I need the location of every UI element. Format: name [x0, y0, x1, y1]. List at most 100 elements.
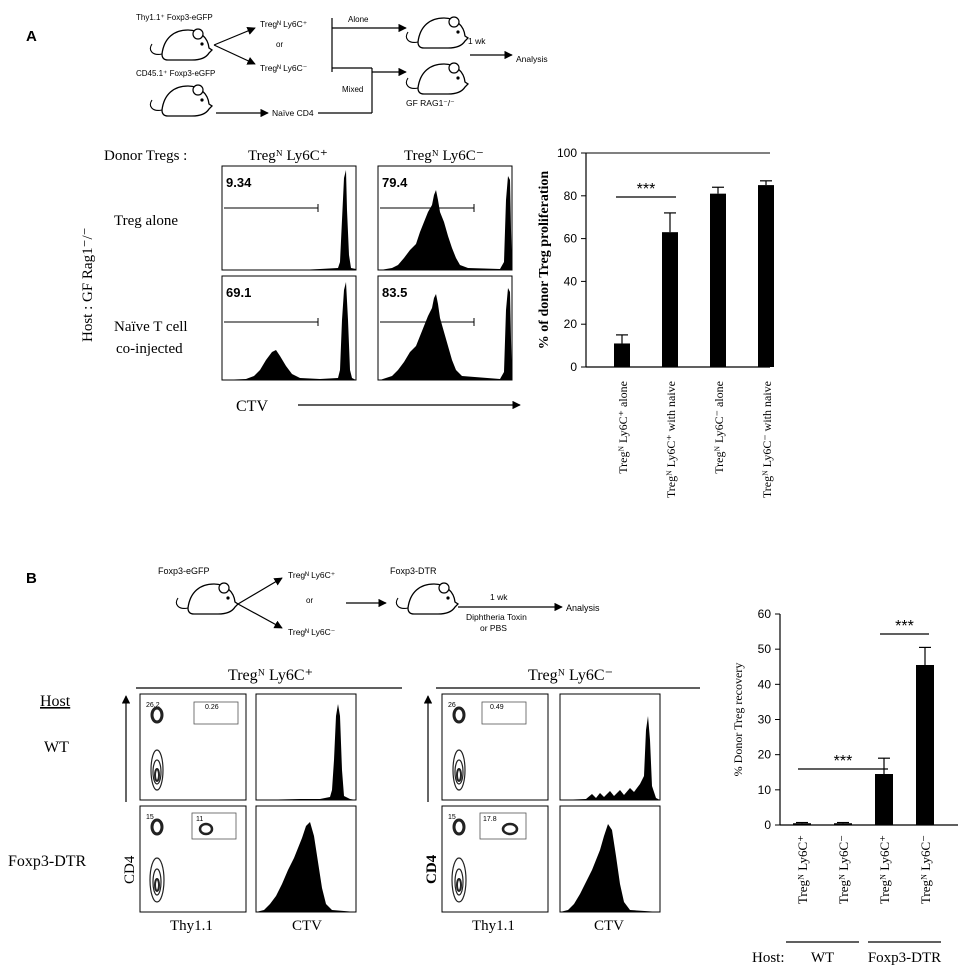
or-label: or — [276, 40, 283, 49]
chart2-ytick-label-2: 20 — [758, 748, 772, 762]
chart2-bar-2 — [875, 774, 893, 825]
b-group2-header: Tregᴺ Ly6C⁻ — [528, 667, 613, 684]
chart2-ytick-label-4: 40 — [758, 677, 772, 691]
b-sort1-label: Tregᴺ Ly6C⁺ — [288, 570, 336, 580]
donor1-label: Thy1.1⁺ Foxp3-eGFP — [136, 13, 213, 22]
col1-header: Tregᴺ Ly6C⁺ — [248, 148, 328, 164]
chart1-category-3: Tregᴺ Ly6C⁻ with naive — [760, 381, 774, 498]
donor2-mouse-icon — [149, 84, 213, 117]
b-contour-3 — [452, 701, 527, 791]
chart2-bar-1 — [834, 823, 852, 825]
b-xlabel-ctv-1: CTV — [292, 918, 322, 934]
chart1-bar-1 — [662, 232, 678, 367]
b-recipient-mouse-icon — [395, 582, 459, 615]
col2-header: Tregᴺ Ly6C⁻ — [404, 148, 484, 164]
panel-a-histograms: Donor Tregs : Tregᴺ Ly6C⁺ Tregᴺ Ly6C⁻ Ho… — [80, 148, 521, 415]
chart2-ytick-label-5: 50 — [758, 642, 772, 656]
b-gate-1-right: 0.26 — [205, 704, 219, 711]
chart1-ylabel: % of donor Treg proliferation — [537, 171, 552, 350]
chart1-ytick-label-5: 100 — [557, 146, 577, 160]
chart2-category-0: Tregᴺ Ly6C⁺ — [795, 835, 810, 904]
naive-cd4-label: Naïve CD4 — [272, 108, 314, 118]
chart1-bar-3 — [758, 185, 774, 367]
chart2-bar-3 — [916, 664, 934, 825]
b-gate-3-right: 0.49 — [490, 704, 504, 711]
b-hist-4-trace — [560, 824, 660, 912]
hist-a-1-value: 9.34 — [226, 175, 252, 190]
b-treat2-label: or PBS — [480, 623, 507, 633]
time-label: 1 wk — [468, 36, 486, 46]
chart2-ytick-label-1: 10 — [758, 783, 772, 797]
chart1-ytick-label-0: 0 — [570, 360, 577, 374]
panel-a-letter: A — [26, 28, 37, 45]
chart1-ytick-label-3: 60 — [564, 232, 578, 246]
b-sort2-label: Tregᴺ Ly6C⁻ — [288, 627, 336, 637]
analysis-label: Analysis — [516, 54, 548, 64]
ctv-axis-label: CTV — [236, 398, 268, 415]
recipient-label: GF RAG1⁻/⁻ — [406, 98, 455, 108]
chart1-ytick-label-2: 40 — [564, 274, 578, 288]
chart1-bar-0 — [614, 343, 630, 367]
b-gate-2-right: 11 — [196, 816, 203, 823]
b-time-label: 1 wk — [490, 592, 508, 602]
chart-a-proliferation: 0 20 40 60 80 100 % of donor Treg proliferatio… — [537, 146, 774, 498]
donor2-label: CD45.1⁺ Foxp3-eGFP — [136, 69, 215, 78]
mixed-label: Mixed — [342, 85, 363, 94]
sort1-label: Tregᴺ Ly6C⁺ — [260, 19, 308, 29]
chart2-ytick-label-0: 0 — [764, 818, 771, 832]
chart1-ytick-label-1: 20 — [564, 317, 578, 331]
chart2-sig-label-1: *** — [895, 618, 914, 635]
chart2-host-prefix: Host: — [752, 950, 785, 966]
b-gate-4-right: 17.8 — [483, 816, 497, 823]
recipient-mixed-mouse-icon — [405, 62, 469, 95]
chart2-sig-label-0: *** — [834, 753, 853, 770]
b-xlabel-thy-2: Thy1.1 — [472, 918, 515, 934]
b-contour-1 — [150, 701, 239, 791]
b-recipient-label: Foxp3-DTR — [390, 566, 437, 576]
b-row2-label: Foxp3-DTR — [8, 853, 87, 870]
b-or-label: or — [306, 596, 313, 605]
b-contour-4 — [451, 812, 527, 903]
chart1-category-0: Tregᴺ Ly6C⁺ alone — [616, 381, 630, 474]
chart1-sig-label-0: *** — [637, 181, 656, 198]
chart2-host-group-1: Foxp3-DTR — [868, 950, 941, 966]
chart2-ytick-label-6: 60 — [758, 607, 772, 621]
chart1-ytick-label-4: 80 — [564, 189, 578, 203]
b-dot-frame-1 — [139, 693, 247, 801]
b-group1-header: Tregᴺ Ly6C⁺ — [228, 667, 313, 684]
chart1-category-2: Tregᴺ Ly6C⁻ alone — [712, 381, 726, 474]
panel-a-schematic: Thy1.1⁺ Foxp3-eGFP CD45.1⁺ Foxp3-eGFP Tr… — [136, 13, 548, 118]
b-xlabel-thy-1: Thy1.1 — [170, 918, 213, 934]
b-row1-label: WT — [44, 739, 69, 756]
b-treat1-label: Diphtheria Toxin — [466, 612, 527, 622]
alone-label: Alone — [348, 15, 369, 24]
b-donor-label: Foxp3-eGFP — [158, 566, 210, 576]
host-label: Host : GF Rag1⁻/⁻ — [80, 227, 96, 342]
chart2-ylabel: % Donor Treg recovery — [731, 663, 745, 777]
sort2-label: Tregᴺ Ly6C⁻ — [260, 63, 308, 73]
chart2-host-group-0: WT — [811, 950, 834, 966]
chart1-bar-2 — [710, 193, 726, 367]
chart-b-recovery: 0 10 20 30 40 50 60 % Donor Treg recovery Tregᴺ … — [731, 607, 958, 966]
hist-a-1-trace — [222, 170, 356, 270]
hist-a-frame-1 — [221, 165, 357, 271]
b-ylabel-right: CD4 — [424, 854, 440, 884]
chart2-category-3: Tregᴺ Ly6C⁻ — [918, 835, 933, 904]
b-gate-3-left: 26 — [448, 702, 456, 709]
b-host-header: Host — [40, 693, 71, 710]
chart1-category-1: Tregᴺ Ly6C⁺ with naive — [664, 381, 678, 498]
b-gate-1-left: 26.2 — [146, 702, 160, 709]
chart2-category-2: Tregᴺ Ly6C⁺ — [877, 835, 892, 904]
b-hist-1-trace — [256, 704, 356, 800]
hist-a-2-trace — [380, 176, 512, 270]
recipient-alone-mouse-icon — [405, 16, 469, 49]
hist-a-4-trace — [380, 288, 512, 380]
b-hist-3-trace — [560, 716, 660, 800]
b-hist-2-trace — [256, 822, 356, 912]
donor1-mouse-icon — [149, 28, 213, 61]
hist-a-3-trace — [222, 282, 356, 380]
b-dot-frame-2 — [139, 805, 247, 913]
panel-b-flow: Tregᴺ Ly6C⁺ Tregᴺ Ly6C⁻ Host WT Foxp3-DT… — [8, 667, 700, 934]
b-xlabel-ctv-2: CTV — [594, 918, 624, 934]
